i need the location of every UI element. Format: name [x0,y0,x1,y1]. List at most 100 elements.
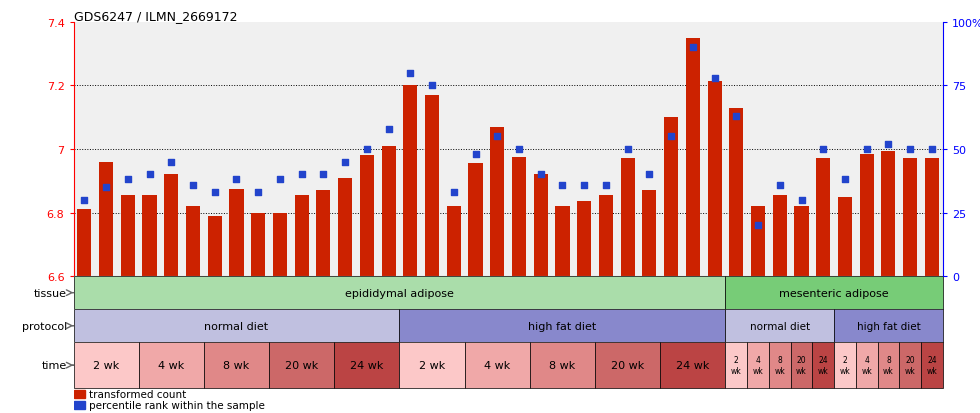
Text: 4
wk: 4 wk [753,356,763,375]
Text: 2
wk: 2 wk [840,356,851,375]
Bar [490,127,505,276]
Text: 2 wk: 2 wk [93,360,120,370]
Text: 8 wk: 8 wk [550,360,575,370]
Bar [270,342,334,388]
Point [533,172,549,178]
Bar [642,191,657,276]
Bar [360,156,374,276]
Bar [77,210,91,276]
Bar [74,276,725,309]
Point [228,177,244,183]
Point [164,159,179,166]
Point [207,190,222,196]
Bar [904,159,917,276]
Point [294,172,310,178]
Text: high fat diet: high fat diet [528,321,597,331]
Text: 4
wk: 4 wk [861,356,872,375]
Bar [74,401,85,409]
Point [185,182,201,188]
Point [642,172,658,178]
Point [512,146,527,153]
Bar [404,86,417,276]
Bar [447,206,461,276]
Bar [661,342,725,388]
Point [446,190,462,196]
Bar [142,196,157,276]
Text: GDS6247 / ILMN_2669172: GDS6247 / ILMN_2669172 [74,10,237,23]
Point [903,146,918,153]
Text: 8 wk: 8 wk [223,360,250,370]
Bar [425,96,439,276]
Point [120,177,135,183]
Point [76,197,92,204]
Bar [686,38,700,276]
Bar [381,147,396,276]
Bar [664,118,678,276]
Text: 24
wk: 24 wk [926,356,937,375]
Bar [121,196,135,276]
Point [837,177,853,183]
Bar [925,159,939,276]
Text: protocol: protocol [22,321,67,331]
Text: transformed count: transformed count [89,389,186,399]
Point [858,146,874,153]
Point [772,182,788,188]
Text: normal diet: normal diet [750,321,809,331]
Bar [99,162,113,276]
Text: 20 wk: 20 wk [285,360,319,370]
Bar [338,178,352,276]
Bar [295,196,309,276]
Bar [530,342,595,388]
Text: 20
wk: 20 wk [905,356,915,375]
Bar [577,202,591,276]
Bar [74,390,85,399]
Text: 24
wk: 24 wk [818,356,829,375]
Text: high fat diet: high fat diet [857,321,920,331]
Bar [751,206,765,276]
Text: 4 wk: 4 wk [158,360,184,370]
Bar [921,342,943,388]
Text: 4 wk: 4 wk [484,360,511,370]
Point [403,70,418,77]
Point [924,146,940,153]
Bar [468,164,482,276]
Bar [838,197,852,276]
Bar [791,342,812,388]
Text: 24 wk: 24 wk [676,360,710,370]
Point [707,75,722,82]
Text: 20
wk: 20 wk [796,356,807,375]
Point [489,133,505,140]
Bar [229,190,244,276]
Point [98,184,114,191]
Bar [881,151,896,276]
Text: normal diet: normal diet [205,321,269,331]
Point [598,182,613,188]
Bar [139,342,204,388]
Point [142,172,158,178]
Bar [74,309,400,342]
Point [663,133,679,140]
Bar [534,175,548,276]
Point [316,172,331,178]
Point [424,83,440,90]
Point [381,126,397,133]
Text: tissue: tissue [34,288,67,298]
Bar [208,216,221,276]
Bar [816,159,830,276]
Bar [900,342,921,388]
Point [881,141,897,148]
Bar [812,342,834,388]
Bar [729,108,744,276]
Bar [74,342,139,388]
Bar [272,213,287,276]
Text: 2
wk: 2 wk [731,356,742,375]
Bar [595,342,661,388]
Text: 2 wk: 2 wk [418,360,445,370]
Point [576,182,592,188]
Point [359,146,374,153]
Bar [834,342,856,388]
Point [794,197,809,204]
Text: 8
wk: 8 wk [774,356,785,375]
Bar [556,206,569,276]
Bar [512,157,526,276]
